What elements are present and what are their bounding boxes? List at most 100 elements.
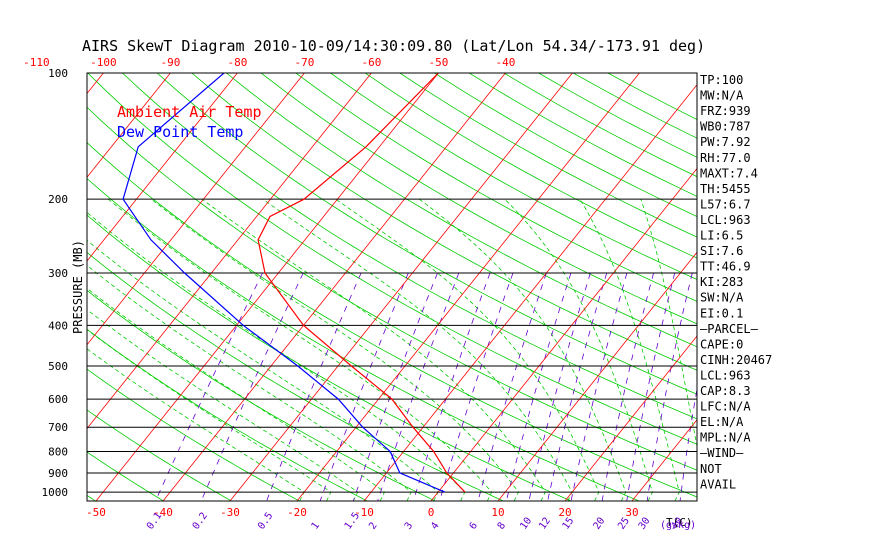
dry-adiabat-line — [295, 73, 697, 302]
stability-index-item: LI:6.5 — [700, 229, 743, 243]
moist-adiabat-line — [87, 309, 359, 501]
moist-adiabat-line — [419, 198, 627, 501]
isotherm-line — [497, 251, 697, 501]
stability-index-item: LCL:963 — [700, 368, 751, 382]
stability-index-item: —PARCEL— — [700, 322, 759, 336]
pressure-tick-label: 100 — [48, 67, 68, 80]
temperature-unit-label: T(C) — [666, 516, 693, 529]
stability-index-item: MPL:N/A — [700, 431, 751, 445]
isotherm-line — [0, 73, 36, 501]
pressure-tick-label: 900 — [48, 467, 68, 480]
dry-adiabat-line — [87, 289, 436, 501]
mixing-ratio-line — [200, 272, 304, 501]
stability-index-item: SW:N/A — [700, 291, 744, 305]
stability-index-item: TT:46.9 — [700, 260, 751, 274]
isotherm-line — [766, 73, 870, 501]
dry-adiabat-line — [87, 368, 300, 501]
bottom-temperature-tick-labels: -50 -40 -30 -20 -10 0 10 20 30 — [86, 506, 639, 519]
mixing-ratio-tick-label: 10 — [518, 516, 534, 532]
mixing-ratio-line — [477, 272, 547, 501]
moist-adiabat-line — [87, 211, 466, 501]
moist-adiabat-line — [108, 198, 493, 501]
mixing-ratio-line — [352, 272, 438, 501]
mixing-ratio-line — [570, 272, 628, 501]
stability-index-item: CAPE:0 — [700, 337, 743, 351]
pressure-tick-label: 1000 — [42, 486, 69, 499]
bottom-temperature-tick-label: -50 — [86, 506, 106, 519]
moist-adiabat-line — [579, 198, 680, 501]
stability-index-item: —WIND— — [700, 446, 744, 460]
isotherm-line — [95, 73, 439, 501]
pressure-tick-label: 600 — [48, 393, 68, 406]
legend-dew-point-temp: Dew Point Temp — [117, 123, 243, 141]
stability-index-item: CAP:8.3 — [700, 384, 751, 398]
pressure-tick-labels: 100 200 300 400 500 600 700 800 900 1000 — [42, 67, 69, 499]
mixing-ratio-tick-label: 30 — [637, 516, 653, 532]
moist-adiabat-line — [262, 198, 573, 501]
dry-adiabat-line — [87, 409, 232, 501]
plot-area — [0, 73, 870, 501]
chart-title: AIRS SkewT Diagram 2010-10-09/14:30:09.8… — [82, 37, 705, 55]
isotherm-line — [87, 73, 171, 178]
dry-adiabat-line — [434, 73, 697, 217]
isotherm-line — [229, 73, 573, 501]
stability-index-item: CINH:20467 — [700, 353, 772, 367]
mixing-ratio-line — [547, 272, 608, 501]
dry-adiabat-line — [260, 73, 697, 325]
bottom-temperature-tick-label: 20 — [558, 506, 571, 519]
stability-index-item: MAXT:7.4 — [700, 166, 758, 180]
stability-index-item: NOT — [700, 462, 722, 476]
mixing-ratio-tick-label: 1 — [310, 520, 322, 531]
moist-adiabats — [87, 198, 697, 501]
bottom-temperature-tick-label: -30 — [220, 506, 240, 519]
bottom-temperature-tick-label: -10 — [354, 506, 374, 519]
dry-adiabat-line — [87, 214, 572, 501]
top-temperature-tick-label: -40 — [495, 56, 515, 69]
bottom-temperature-tick-label: -20 — [287, 506, 307, 519]
moist-adiabat-line — [87, 287, 386, 501]
mixing-ratio-line — [601, 272, 654, 501]
bottom-temperature-tick-label: 0 — [428, 506, 435, 519]
dry-adiabat-line — [330, 73, 697, 280]
mixing-ratio-tick-label: 3 — [403, 520, 415, 531]
isotherm-line — [87, 73, 238, 262]
bottom-temperature-tick-label: 10 — [491, 506, 504, 519]
mixing-ratio-line — [266, 272, 362, 501]
mixing-ratio-tick-label: 2 — [367, 520, 379, 531]
bottom-temperature-tick-label: -40 — [153, 506, 173, 519]
dry-adiabat-line — [87, 328, 368, 501]
stability-index-item: AVAIL — [700, 477, 736, 491]
stability-index-item: MW:N/A — [700, 89, 744, 103]
dew-point-series — [122, 73, 446, 493]
bottom-temperature-tick-label: 30 — [625, 506, 638, 519]
dry-adiabat-line — [364, 73, 697, 259]
dry-adiabat-line — [226, 73, 697, 348]
pressure-tick-label: 700 — [48, 421, 68, 434]
top-temperature-tick-label: -110 — [23, 56, 50, 69]
isobars — [87, 198, 697, 493]
dry-adiabat-line — [87, 251, 504, 501]
moist-adiabat-line — [87, 239, 439, 501]
isotherm-line — [564, 335, 697, 501]
plot-frame — [86, 72, 698, 502]
isotherm-line — [631, 419, 697, 501]
dry-adiabat-line — [87, 451, 164, 501]
dry-adiabat-line — [156, 73, 697, 395]
dry-adiabat-line — [122, 73, 697, 420]
mixing-ratio-tick-label: 12 — [537, 516, 553, 532]
top-temperature-tick-label: -70 — [294, 56, 314, 69]
moist-adiabat-line — [201, 198, 546, 501]
isotherm-line — [296, 73, 640, 501]
moist-adiabat-line — [150, 198, 519, 501]
mixing-ratio-line — [319, 272, 409, 501]
top-temperature-tick-label: -90 — [160, 56, 180, 69]
pressure-tick-label: 500 — [48, 360, 68, 373]
top-temperature-tick-label: -60 — [361, 56, 381, 69]
legend-ambient-air-temp: Ambient Air Temp — [117, 103, 262, 121]
isotherm-line — [87, 73, 104, 95]
dry-adiabat-line — [503, 73, 697, 178]
mixing-ratio-tick-label: 0.5 — [256, 511, 275, 532]
dry-adiabat-line — [87, 73, 697, 445]
top-temperature-tick-label: -80 — [227, 56, 247, 69]
